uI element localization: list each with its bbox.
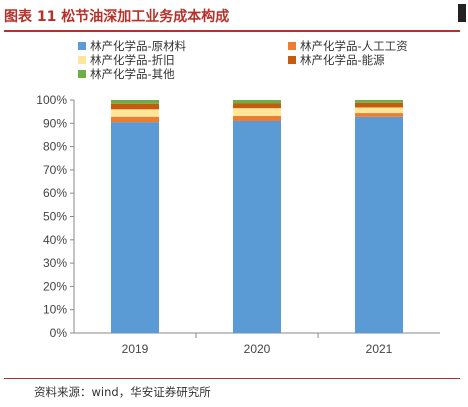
title-bar: 图表 11 松节油深加工业务成本构成 [4, 4, 460, 32]
y-tick-label: 70% [43, 163, 67, 177]
bar-segment-2021-0 [355, 116, 403, 333]
x-tick-label: 2020 [244, 342, 271, 356]
corner-mark [458, 4, 466, 22]
bar-segment-2020-1 [233, 115, 281, 121]
source-divider [4, 378, 460, 379]
x-tick-label: 2021 [366, 342, 393, 356]
legend-item-raw-material: 林产化学品-原材料 [78, 38, 186, 54]
legend-label-labor: 林产化学品-人工工资 [300, 39, 408, 53]
y-tick-label: 20% [43, 279, 67, 293]
bar-segment-2019-2 [111, 109, 159, 117]
legend-label-depreciation: 林产化学品-折旧 [90, 53, 175, 67]
y-tick-label: 40% [43, 233, 67, 247]
legend-swatch-labor [288, 42, 296, 50]
bar-segment-2020-3 [233, 103, 281, 109]
bar-segment-2019-0 [111, 122, 159, 333]
chart-title: 图表 11 松节油深加工业务成本构成 [4, 9, 230, 25]
legend-label-energy: 林产化学品-能源 [300, 53, 385, 67]
bar-segment-2020-4 [233, 100, 281, 104]
bar-segment-2021-3 [355, 102, 403, 108]
y-tick-label: 80% [43, 140, 67, 154]
bar-segment-2019-3 [111, 103, 159, 110]
legend-label-raw-material: 林产化学品-原材料 [90, 39, 187, 53]
title-underline [4, 30, 460, 32]
bar-segment-2021-1 [355, 113, 403, 117]
y-tick-label: 60% [43, 186, 67, 200]
y-tick-label: 0% [50, 326, 68, 340]
legend-item-labor: 林产化学品-人工工资 [288, 38, 408, 54]
legend-item-other: 林产化学品-其他 [78, 66, 175, 82]
legend-item-energy: 林产化学品-能源 [288, 52, 385, 68]
y-tick-label: 50% [43, 210, 67, 224]
source-note: 资料来源：wind，华安证券研究所 [34, 385, 211, 399]
legend-swatch-depreciation [78, 56, 86, 64]
legend-label-other: 林产化学品-其他 [90, 67, 175, 81]
y-tick-label: 100% [36, 93, 67, 107]
legend-item-depreciation: 林产化学品-折旧 [78, 52, 175, 68]
legend-swatch-other [78, 70, 86, 78]
y-tick-label: 30% [43, 256, 67, 270]
bar-segment-2019-4 [111, 100, 159, 104]
bar-segment-2021-4 [355, 100, 403, 103]
bar-segment-2020-2 [233, 108, 281, 116]
bar-segment-2021-2 [355, 107, 403, 114]
stacked-bar-chart: 0% 10% 20% 30% 40% 50% 60% 70% 80% 90% 100% 2019 202… [36, 93, 440, 356]
legend-swatch-energy [288, 56, 296, 64]
bar-segment-2019-1 [111, 116, 159, 123]
chart-legend: 林产化学品-原材料 林产化学品-人工工资 林产化学品-折旧 林产化学品-能源 林… [78, 38, 468, 86]
x-tick-label: 2019 [122, 342, 149, 356]
legend-swatch-raw-material [78, 42, 86, 50]
bar-segment-2020-0 [233, 120, 281, 333]
y-tick-label: 90% [43, 116, 67, 130]
y-tick-label: 10% [43, 303, 67, 317]
